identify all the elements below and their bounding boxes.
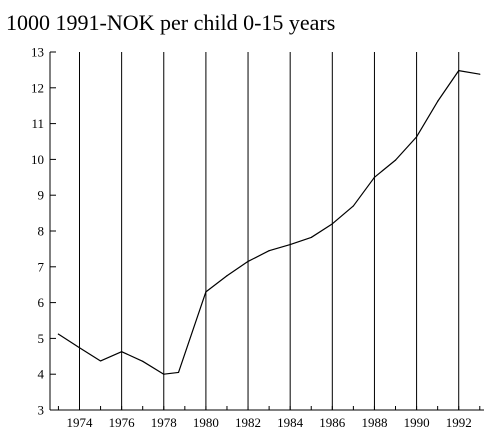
x-tick-label-1986: 1986 — [319, 415, 346, 430]
data-point-1990 — [415, 136, 418, 138]
data-point-1980 — [205, 291, 207, 293]
x-tick-label-1980: 1980 — [193, 415, 219, 430]
y-tick-label-8: 8 — [38, 224, 45, 239]
data-point-1977 — [142, 360, 144, 362]
x-tick-label-1974: 1974 — [66, 415, 93, 430]
y-tick-label-3: 3 — [38, 403, 45, 418]
x-tick-label-1982: 1982 — [235, 415, 261, 430]
data-point-1985 — [310, 236, 312, 239]
data-point-1993 — [479, 73, 481, 75]
data-point-1974 — [78, 347, 81, 349]
x-tick-label-1990: 1990 — [404, 415, 430, 430]
data-point-1987 — [352, 205, 354, 207]
x-tick-label-1988: 1988 — [361, 415, 387, 430]
data-point-1986 — [331, 223, 333, 225]
data-point-1978 — [163, 373, 165, 375]
data-point-1978.7 — [177, 371, 180, 374]
data-point-1984 — [289, 244, 291, 246]
chart-title: 1000 1991-NOK per child 0-15 years — [6, 10, 336, 35]
data-point-1973 — [57, 333, 60, 335]
y-tick-label-12: 12 — [31, 80, 44, 95]
data-point-1992 — [458, 70, 460, 72]
vertical-grid-lines — [78, 52, 460, 410]
y-tick-label-10: 10 — [31, 152, 44, 167]
y-tick-label-5: 5 — [38, 331, 45, 346]
y-tick-label-13: 13 — [31, 45, 44, 60]
data-point-1981 — [226, 275, 228, 277]
y-tick-label-11: 11 — [31, 116, 44, 131]
series-layer — [57, 70, 481, 375]
x-tick-label-1984: 1984 — [277, 415, 304, 430]
y-tick-label-7: 7 — [38, 259, 45, 274]
data-point-1988 — [373, 176, 376, 178]
data-point-1982 — [247, 260, 249, 263]
y-tick-label-6: 6 — [38, 295, 45, 310]
x-tick-label-1976: 1976 — [109, 415, 136, 430]
data-point-1976 — [121, 351, 123, 353]
data-point-1989 — [394, 159, 397, 161]
x-tick-label-1978: 1978 — [151, 415, 177, 430]
data-point-1975 — [99, 360, 102, 362]
tick-labels: 3 4 5 6 7 8 9 10 11 12 13 1974 1976 1978 1980 1982 1984 1… — [31, 45, 472, 430]
data-point-1983 — [268, 250, 270, 252]
axes — [49, 52, 484, 411]
x-tick-label-1992: 1992 — [446, 415, 472, 430]
data-point-1991 — [437, 100, 439, 103]
y-tick-label-9: 9 — [38, 188, 45, 203]
y-tick-label-4: 4 — [38, 367, 45, 382]
tick-marks — [50, 51, 481, 411]
